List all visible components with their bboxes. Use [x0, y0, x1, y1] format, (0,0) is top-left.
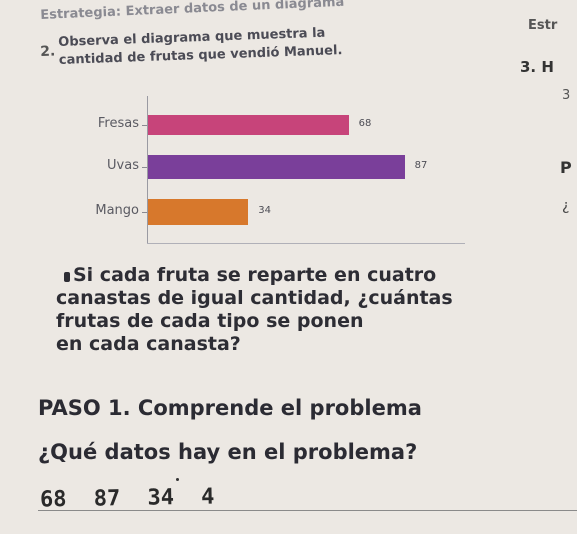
handwritten-answer: 68 87 34 4	[39, 484, 215, 513]
right-fragment-p: P	[560, 158, 572, 177]
right-fragment-m: 3	[562, 88, 571, 103]
data-question: ¿Qué datos hay en el problema?	[38, 440, 418, 464]
category-label-mango: Mango	[95, 203, 139, 218]
bar-mango	[148, 199, 249, 225]
bar-fresas	[148, 115, 349, 135]
y-tick	[142, 167, 147, 168]
chart-x-axis	[147, 243, 465, 244]
category-label-fresas: Fresas	[97, 116, 139, 131]
chart-y-axis	[147, 96, 148, 244]
step-1-heading: PASO 1. Comprende el problema	[38, 396, 422, 420]
intro-text: Observa el diagrama que muestra la canti…	[58, 24, 343, 70]
category-label-uvas: Uvas	[107, 158, 139, 173]
question-number: 2.	[40, 43, 56, 60]
right-fragment-q: ¿	[562, 198, 570, 214]
question-bullet	[64, 272, 70, 282]
question-text: Si cada fruta se reparte en cuatro canas…	[56, 264, 453, 356]
bar-uvas	[148, 155, 405, 179]
question-line-3: frutas de cada tipo se ponen	[56, 310, 364, 332]
value-label-fresas: 68	[358, 118, 372, 129]
pencil-mark	[176, 478, 179, 481]
strategy-title-right: Estr	[528, 18, 558, 33]
strategy-title: Estrategia: Extraer datos de un diagrama	[40, 0, 345, 23]
y-tick	[142, 212, 147, 213]
question-line-4: en cada canasta?	[56, 333, 241, 355]
right-item-3: 3. H	[520, 58, 554, 76]
y-tick	[142, 125, 147, 126]
value-label-mango: 34	[258, 205, 272, 216]
answer-line	[38, 510, 577, 511]
question-line-1: Si cada fruta se reparte en cuatro	[73, 264, 437, 286]
question-line-2: canastas de igual cantidad, ¿cuántas	[56, 287, 453, 309]
value-label-uvas: 87	[414, 160, 428, 171]
